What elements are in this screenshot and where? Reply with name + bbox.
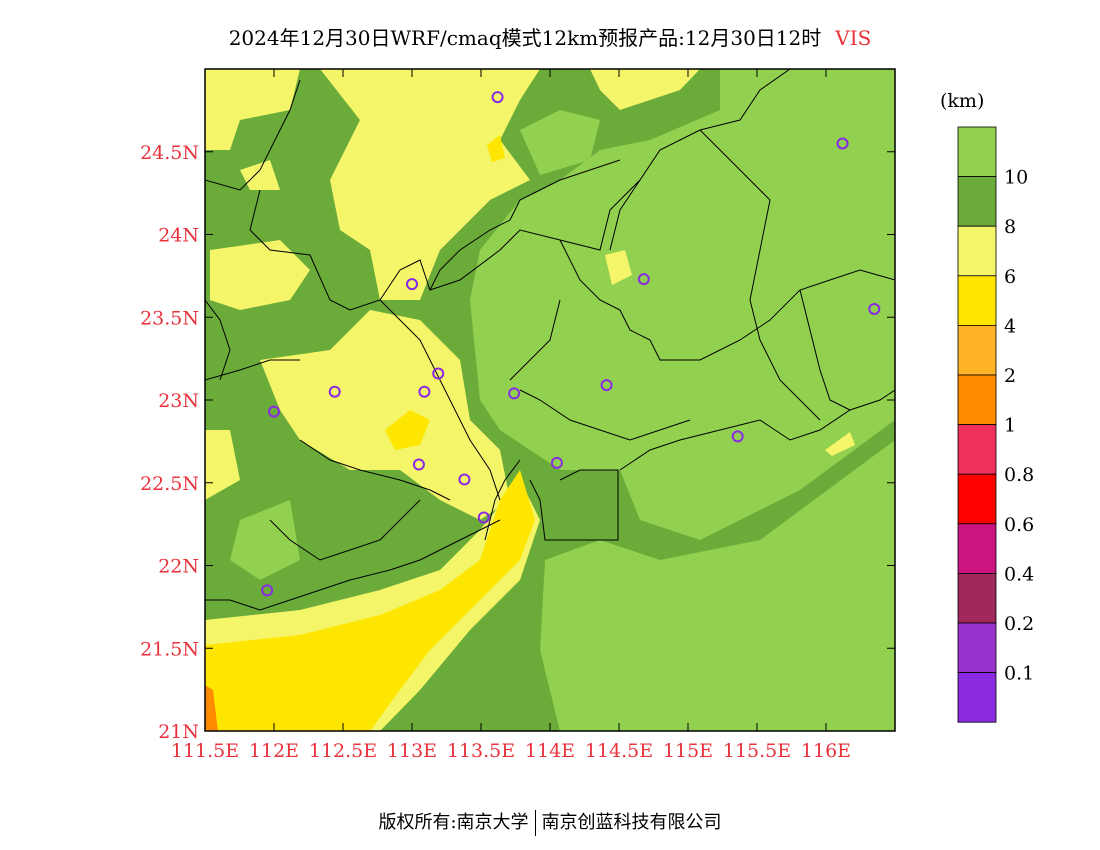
vis-patch-green-3: [490, 280, 560, 360]
legend-label: 0.4: [1004, 563, 1034, 585]
legend-swatch: [957, 473, 997, 525]
legend-swatch: [957, 324, 997, 376]
vis-band-6-center: [260, 310, 510, 520]
lon-label: 114E: [525, 740, 575, 762]
legend-label: 8: [1004, 216, 1016, 238]
legend-swatch: [957, 374, 997, 425]
vis-patch-4b: [487, 135, 505, 162]
title-variable: VIS: [835, 26, 872, 50]
legend-swatch: [957, 672, 997, 723]
vis-patch-green-4: [230, 500, 300, 580]
title-main: 2024年12月30日WRF/cmaq模式12km预报产品:12月30日12时: [228, 26, 822, 50]
station-marker: [550, 456, 563, 469]
legend-label: 0.2: [1004, 613, 1034, 635]
lat-label: 24.5N: [140, 142, 199, 164]
station-marker: [268, 405, 280, 418]
station-marker: [261, 584, 274, 597]
legend-label: 0.6: [1004, 514, 1034, 536]
vis-patch-6a: [240, 160, 280, 190]
chart-title: 2024年12月30日WRF/cmaq模式12km预报产品:12月30日12时 V…: [0, 22, 1100, 51]
station-marker: [412, 458, 425, 471]
footer: 版权所有:南京大学 南京创蓝科技有限公司: [0, 808, 1100, 836]
lon-label: 111.5E: [171, 740, 239, 762]
legend-label: 1: [1004, 415, 1016, 437]
legend-swatch: [957, 424, 997, 475]
legend-unit: (km): [940, 90, 985, 112]
station-marker: [508, 387, 521, 400]
lon-label: 115.5E: [723, 740, 791, 762]
admin-boundaries: [205, 69, 895, 611]
station-marker: [406, 278, 418, 291]
station-marker: [477, 511, 490, 524]
legend-swatch: [957, 225, 997, 277]
vis-patch-6c: [205, 430, 240, 500]
lon-label: 116E: [801, 740, 851, 762]
station-markers: [261, 91, 881, 597]
station-marker: [600, 379, 613, 392]
lat-label: 21N: [158, 721, 199, 743]
vis-patch-6e: [825, 432, 855, 456]
lon-label: 114.5E: [585, 740, 653, 762]
legend-swatch: [957, 126, 997, 177]
legend-swatch: [957, 176, 997, 227]
legend-swatch: [957, 275, 997, 326]
lon-label: 112.5E: [309, 740, 377, 762]
footer-separator: [534, 810, 536, 836]
legend-swatch: [957, 573, 997, 624]
vis-band-1: [205, 685, 218, 731]
lat-label: 23.5N: [140, 307, 199, 329]
vis-patch-green: [520, 110, 600, 175]
legend-label: 0.1: [1004, 663, 1034, 685]
legend-label: 10: [1004, 167, 1028, 189]
legend-label: 2: [1004, 365, 1016, 387]
footer-left: 版权所有:南京大学: [378, 812, 529, 833]
vis-patch-6d: [605, 250, 632, 285]
footer-right: 南京创蓝科技有限公司: [541, 812, 722, 833]
station-marker: [418, 385, 431, 398]
lat-label: 21.5N: [140, 638, 199, 660]
vis-band-6-nw: [205, 69, 300, 150]
legend-label: 0.8: [1004, 464, 1034, 486]
legend-swatch: [957, 523, 997, 574]
legend-swatch: [957, 622, 997, 673]
lat-label: 24N: [158, 225, 199, 247]
station-marker: [836, 137, 849, 150]
visibility-field: [205, 69, 895, 731]
station-marker: [637, 273, 650, 286]
lon-label: 112E: [249, 740, 299, 762]
lat-label: 23N: [158, 390, 199, 412]
station-marker: [458, 473, 471, 486]
station-marker: [328, 385, 341, 398]
vis-patch-green-east: [540, 440, 895, 731]
lat-label: 22.5N: [140, 473, 199, 495]
vis-band-4-coast: [205, 470, 535, 731]
legend-label: 4: [1004, 315, 1016, 337]
vis-band-4-a: [385, 410, 430, 450]
lon-label: 115E: [663, 740, 713, 762]
legend: 10 8 6 4 2 1 0.8 0.6 0.4 0.2 0.1: [957, 126, 1034, 723]
legend-label: 6: [1004, 266, 1016, 288]
station-marker: [491, 91, 504, 104]
vis-band-6-n: [320, 69, 540, 300]
station-marker: [432, 367, 445, 380]
lon-label: 113.5E: [447, 740, 515, 762]
vis-patch-6b: [210, 240, 310, 310]
lon-label: 113E: [387, 740, 437, 762]
station-marker: [868, 302, 881, 315]
vis-band-6-ne: [590, 69, 700, 110]
station-marker: [731, 430, 744, 443]
lat-label: 22N: [158, 556, 199, 578]
